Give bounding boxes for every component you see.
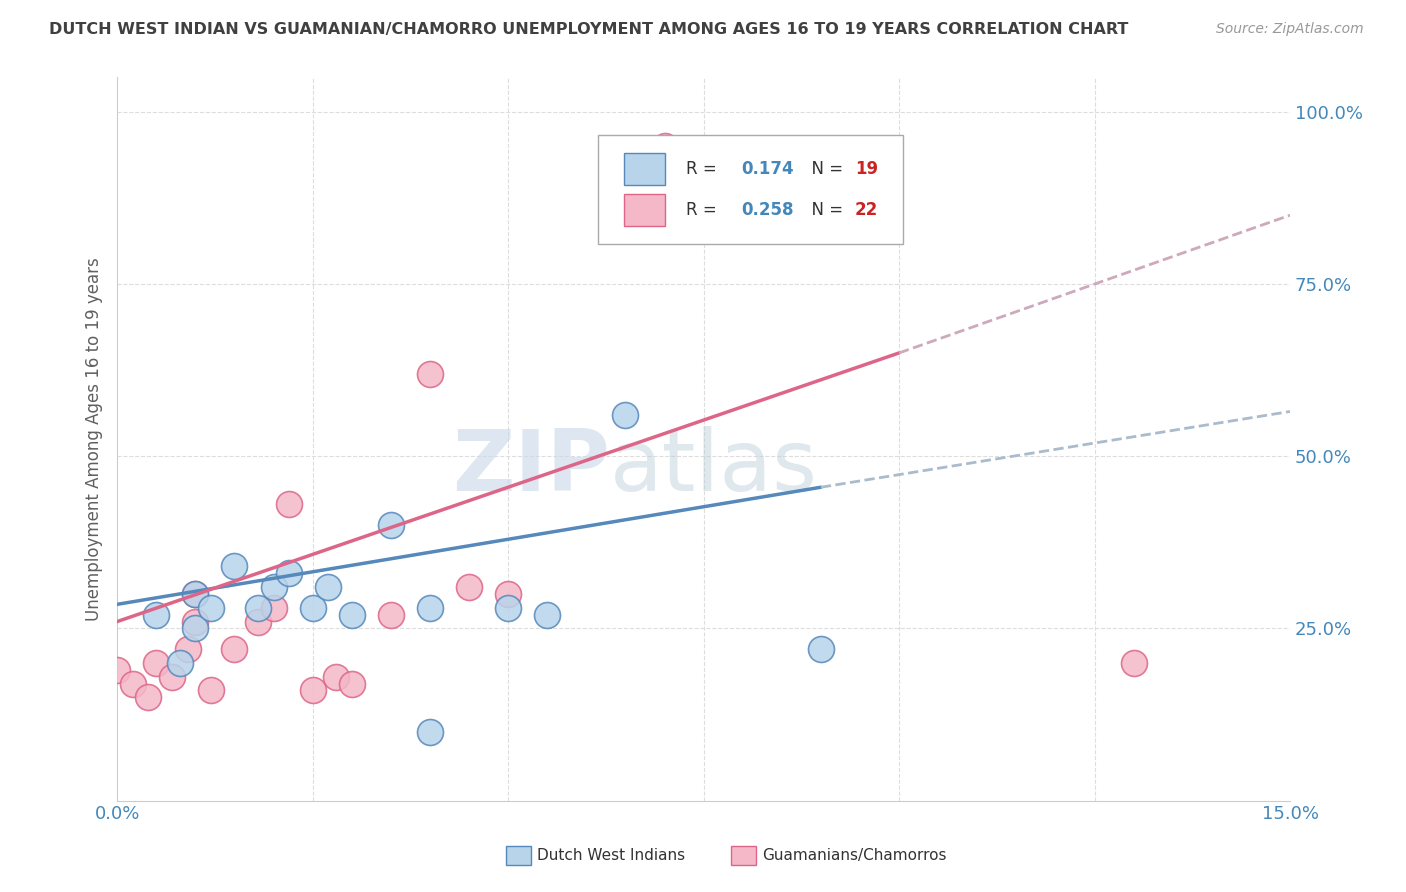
Text: N =: N = bbox=[801, 160, 848, 178]
Point bbox=[536, 607, 558, 622]
Point bbox=[496, 587, 519, 601]
Point bbox=[184, 615, 207, 629]
FancyBboxPatch shape bbox=[598, 136, 903, 244]
Point bbox=[176, 642, 198, 657]
Point bbox=[121, 676, 143, 690]
Point bbox=[200, 600, 222, 615]
Text: N =: N = bbox=[801, 202, 848, 219]
Point bbox=[316, 580, 339, 594]
Point bbox=[654, 139, 676, 153]
Text: Dutch West Indians: Dutch West Indians bbox=[537, 848, 685, 863]
Point bbox=[263, 580, 285, 594]
Point bbox=[184, 622, 207, 636]
Point bbox=[184, 587, 207, 601]
Point bbox=[200, 683, 222, 698]
Bar bbox=[624, 194, 665, 227]
Point bbox=[145, 607, 167, 622]
Point bbox=[184, 587, 207, 601]
Text: DUTCH WEST INDIAN VS GUAMANIAN/CHAMORRO UNEMPLOYMENT AMONG AGES 16 TO 19 YEARS C: DUTCH WEST INDIAN VS GUAMANIAN/CHAMORRO … bbox=[49, 22, 1129, 37]
Point bbox=[224, 642, 246, 657]
Point bbox=[340, 607, 363, 622]
Text: 0.258: 0.258 bbox=[741, 202, 793, 219]
Point bbox=[224, 559, 246, 574]
Point bbox=[169, 656, 191, 670]
Bar bbox=[624, 153, 665, 186]
Point bbox=[145, 656, 167, 670]
Text: 0.174: 0.174 bbox=[741, 160, 794, 178]
Point bbox=[614, 408, 637, 422]
Point bbox=[1122, 656, 1144, 670]
Point bbox=[380, 607, 402, 622]
Text: 19: 19 bbox=[855, 160, 877, 178]
Text: 22: 22 bbox=[855, 202, 879, 219]
Text: Source: ZipAtlas.com: Source: ZipAtlas.com bbox=[1216, 22, 1364, 37]
Point bbox=[278, 498, 301, 512]
Point bbox=[301, 683, 323, 698]
Point bbox=[246, 600, 269, 615]
Point bbox=[340, 676, 363, 690]
Text: atlas: atlas bbox=[610, 426, 818, 509]
Text: ZIP: ZIP bbox=[451, 426, 610, 509]
Point bbox=[325, 670, 347, 684]
Y-axis label: Unemployment Among Ages 16 to 19 years: Unemployment Among Ages 16 to 19 years bbox=[86, 257, 103, 621]
Point bbox=[458, 580, 481, 594]
Point bbox=[496, 600, 519, 615]
Point bbox=[105, 663, 128, 677]
Text: R =: R = bbox=[686, 160, 723, 178]
Point bbox=[160, 670, 183, 684]
Point bbox=[810, 642, 832, 657]
Point bbox=[419, 724, 441, 739]
Point bbox=[246, 615, 269, 629]
Point bbox=[380, 518, 402, 533]
Point bbox=[419, 600, 441, 615]
Text: Guamanians/Chamorros: Guamanians/Chamorros bbox=[762, 848, 946, 863]
Point bbox=[263, 600, 285, 615]
Point bbox=[278, 566, 301, 581]
Point bbox=[138, 690, 160, 705]
Text: R =: R = bbox=[686, 202, 723, 219]
Point bbox=[419, 367, 441, 381]
Point bbox=[301, 600, 323, 615]
